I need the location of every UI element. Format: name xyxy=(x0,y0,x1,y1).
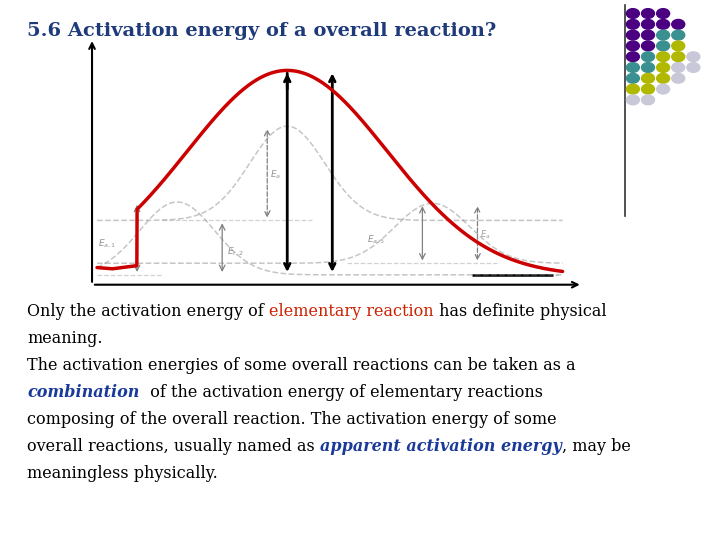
Text: composing of the overall reaction. The activation energy of some: composing of the overall reaction. The a… xyxy=(27,411,557,428)
Text: overall reactions, usually named as: overall reactions, usually named as xyxy=(27,438,320,455)
Text: The activation energies of some overall reactions can be taken as a: The activation energies of some overall … xyxy=(27,357,576,374)
Text: apparent activation energy: apparent activation energy xyxy=(320,438,562,455)
Text: meaningless physically.: meaningless physically. xyxy=(27,465,218,482)
Text: , may be: , may be xyxy=(562,438,631,455)
Text: $E_{a,5}$: $E_{a,5}$ xyxy=(367,233,386,246)
Text: meaning.: meaning. xyxy=(27,330,103,347)
Text: 5.6 Activation energy of a overall reaction?: 5.6 Activation energy of a overall react… xyxy=(27,22,497,39)
Text: of the activation energy of elementary reactions: of the activation energy of elementary r… xyxy=(140,384,543,401)
Text: $E_{a,1}$: $E_{a,1}$ xyxy=(98,238,117,250)
Text: combination: combination xyxy=(27,384,140,401)
Text: has definite physical: has definite physical xyxy=(434,303,606,320)
Text: $E_{r,2}$: $E_{r,2}$ xyxy=(228,246,244,259)
Text: elementary reaction: elementary reaction xyxy=(269,303,434,320)
Text: Only the activation energy of: Only the activation energy of xyxy=(27,303,269,320)
Text: $E_a$: $E_a$ xyxy=(270,168,281,181)
Text: $E_a$: $E_a$ xyxy=(480,228,490,241)
